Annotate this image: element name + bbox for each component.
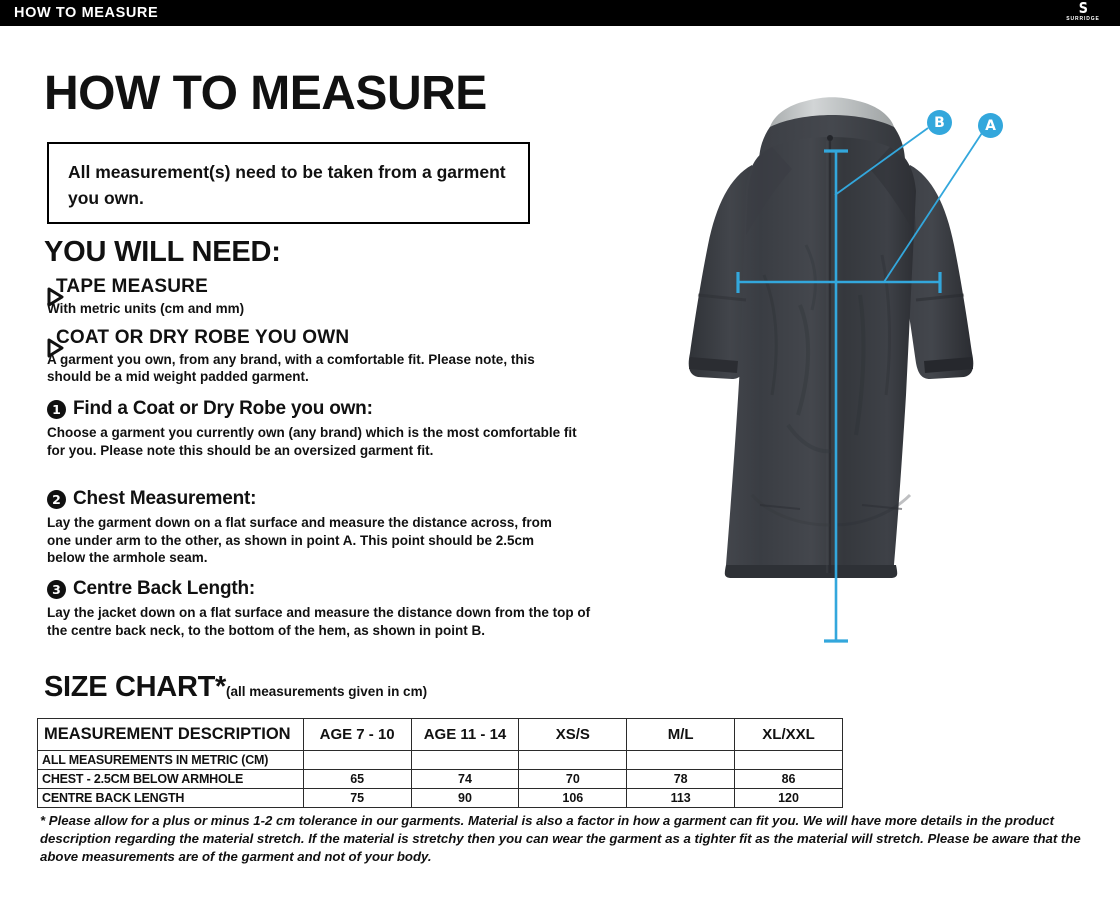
step-3: 3 Centre Back Length: Lay the jacket dow… bbox=[47, 578, 607, 639]
product-image bbox=[660, 95, 1060, 665]
step-title: Centre Back Length: bbox=[73, 578, 256, 599]
dry-robe-illustration bbox=[688, 97, 974, 578]
column-header-m-l: M/L bbox=[626, 718, 736, 751]
size-chart-heading-main: SIZE CHART* bbox=[44, 671, 226, 703]
surridge-logo: S SURRIDGE bbox=[1056, 1, 1110, 25]
cell-value: 106 bbox=[518, 788, 628, 808]
callout-text: All measurement(s) need to be taken from… bbox=[68, 162, 506, 208]
column-header-xs-s: XS/S bbox=[518, 718, 628, 751]
step-body: Lay the garment down on a flat surface a… bbox=[47, 515, 552, 565]
row-label: ALL MEASUREMENTS IN METRIC (CM) bbox=[37, 750, 304, 770]
step-body: Choose a garment you currently own (any … bbox=[47, 425, 577, 458]
need-item-label: COAT OR DRY ROBE YOU OWN bbox=[56, 327, 350, 348]
cell-value bbox=[410, 750, 520, 770]
you-will-need-heading: YOU WILL NEED: bbox=[44, 236, 281, 268]
need-item-tape-measure: TAPE MEASURE With metric units (cm and m… bbox=[47, 276, 467, 317]
step-number-badge: 3 bbox=[47, 579, 66, 599]
badge-b: B bbox=[927, 110, 952, 135]
table-header-row: MEASUREMENT DESCRIPTION AGE 7 - 10 AGE 1… bbox=[37, 718, 843, 751]
step-2: 2 Chest Measurement: Lay the garment dow… bbox=[47, 488, 587, 567]
need-item-coat: COAT OR DRY ROBE YOU OWN A garment you o… bbox=[47, 327, 575, 385]
cell-value bbox=[734, 750, 843, 770]
table-row: CHEST - 2.5CM BELOW ARMHOLE 65 74 70 78 … bbox=[37, 769, 843, 789]
size-chart-heading: SIZE CHART* (all measurements given in c… bbox=[44, 672, 427, 702]
callout-box: All measurement(s) need to be taken from… bbox=[47, 142, 530, 224]
cell-value: 86 bbox=[734, 769, 843, 789]
cell-value: 75 bbox=[302, 788, 412, 808]
cell-value: 65 bbox=[302, 769, 412, 789]
cell-value: 70 bbox=[518, 769, 628, 789]
row-label: CENTRE BACK LENGTH bbox=[37, 788, 304, 808]
row-label: CHEST - 2.5CM BELOW ARMHOLE bbox=[37, 769, 304, 789]
brand-wordmark: SURRIDGE bbox=[1066, 16, 1100, 22]
top-bar-title: HOW TO MEASURE bbox=[14, 5, 159, 21]
brand-mark-icon: S bbox=[1078, 0, 1088, 17]
badge-a: A bbox=[978, 113, 1003, 138]
column-header-description: MEASUREMENT DESCRIPTION bbox=[37, 718, 304, 751]
step-1: 1 Find a Coat or Dry Robe you own: Choos… bbox=[47, 398, 587, 459]
page-title: HOW TO MEASURE bbox=[44, 67, 487, 120]
step-number-badge: 1 bbox=[47, 399, 66, 419]
cell-value bbox=[302, 750, 412, 770]
cell-value: 120 bbox=[734, 788, 843, 808]
size-chart-table: MEASUREMENT DESCRIPTION AGE 7 - 10 AGE 1… bbox=[37, 718, 843, 808]
footnote-text: * Please allow for a plus or minus 1-2 c… bbox=[40, 813, 1081, 864]
cell-value: 74 bbox=[410, 769, 520, 789]
top-bar: HOW TO MEASURE S SURRIDGE bbox=[0, 0, 1120, 26]
step-body: Lay the jacket down on a flat surface an… bbox=[47, 605, 591, 638]
step-title: Find a Coat or Dry Robe you own: bbox=[73, 398, 373, 419]
table-row: ALL MEASUREMENTS IN METRIC (CM) bbox=[37, 750, 843, 770]
need-item-sub: With metric units (cm and mm) bbox=[47, 301, 245, 316]
step-title: Chest Measurement: bbox=[73, 488, 257, 509]
column-header-xl-xxl: XL/XXL bbox=[734, 718, 843, 751]
cell-value bbox=[626, 750, 736, 770]
step-number-badge: 2 bbox=[47, 489, 66, 509]
column-header-age-11-14: AGE 11 - 14 bbox=[410, 718, 520, 751]
need-item-label: TAPE MEASURE bbox=[56, 276, 208, 297]
column-header-age-7-10: AGE 7 - 10 bbox=[302, 718, 412, 751]
cell-value: 113 bbox=[626, 788, 736, 808]
size-chart-heading-sub: (all measurements given in cm) bbox=[226, 684, 428, 699]
cell-value bbox=[518, 750, 628, 770]
cell-value: 78 bbox=[626, 769, 736, 789]
need-item-sub: A garment you own, from any brand, with … bbox=[47, 352, 535, 384]
cell-value: 90 bbox=[410, 788, 520, 808]
table-row: CENTRE BACK LENGTH 75 90 106 113 120 bbox=[37, 788, 843, 808]
